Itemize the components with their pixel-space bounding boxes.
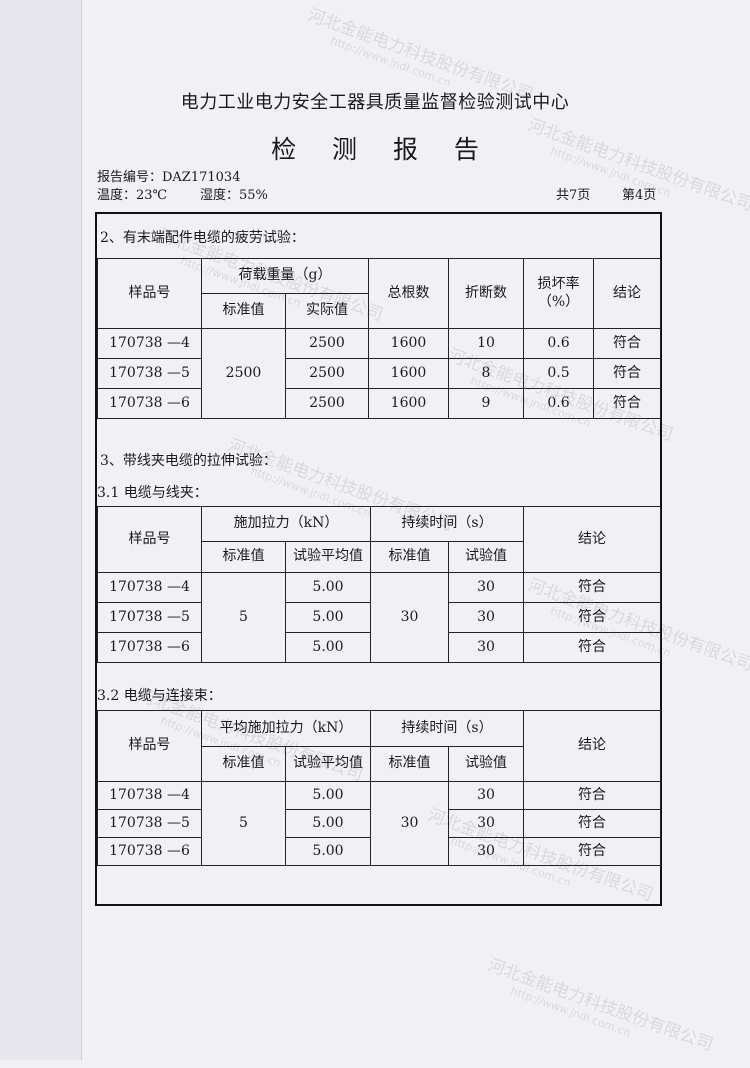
average-force: 5.00 [284,837,372,866]
sample-id: 170738 —4 [97,572,202,603]
conclusion: 符合 [593,358,661,389]
section-3-title: 3、带线夹电缆的拉伸试验： [100,453,277,469]
table-row: 170738 —5 2500 1600 8 0.5 符合 [97,358,661,389]
organization-name: 电力工业电力安全工器具质量监督检验测试中心 [180,92,570,113]
header-load: 荷载重量（g） [201,258,369,294]
average-force: 5.00 [284,572,372,603]
conclusion: 符合 [523,602,662,633]
header-conclusion: 结论 [523,506,662,573]
total-count: 1600 [368,358,449,389]
header-standard-duration: 标准值 [370,746,450,782]
force-standard: 5 [201,781,286,866]
test-duration: 30 [448,809,525,838]
broken-count: 10 [448,328,524,359]
sample-id: 170738 —5 [97,358,202,389]
header-conclusion: 结论 [523,710,662,782]
test-duration: 30 [448,572,525,603]
header-sample: 样品号 [97,258,202,329]
table-row: 170738 —4 2500 2500 1600 10 0.6 符合 [97,328,661,419]
test-duration: 30 [448,781,525,810]
average-force: 5.00 [284,809,372,838]
test-duration: 30 [448,602,525,633]
actual-value: 2500 [285,388,369,419]
header-average: 试验平均值 [284,746,372,782]
section-2-title: 2、有末端配件电缆的疲劳试验： [100,230,305,246]
header-damage-rate: 损坏率（%） [523,258,594,329]
total-count: 1600 [368,388,449,419]
sample-id: 170738 —6 [97,388,202,419]
sample-id: 170738 —5 [97,809,202,838]
header-standard: 标准值 [201,541,286,573]
report-title: 检 测 报 告 [271,135,493,164]
header-actual: 实际值 [285,293,369,329]
temperature: 温度：23℃ [97,188,168,203]
humidity: 湿度：55% [200,188,268,203]
header-sample: 样品号 [97,710,202,782]
force-standard: 5 [201,572,286,663]
header-duration: 持续时间（s） [370,506,525,542]
header-test-value: 试验值 [448,541,525,573]
section-3-1-title: 3.1 电缆与线夹： [97,485,208,501]
report-number: 报告编号：DAZ171034 [97,170,241,185]
average-force: 5.00 [284,781,372,810]
watermark: 河北金能电力科技股份有限公司 http://www.jndl.com.cn [485,955,716,1056]
conclusion: 符合 [523,572,662,603]
fatigue-test-table: 样品号 荷载重量（g） 总根数 折断数 损坏率（%） 结论 标准值 实际值 170738 —… [97,258,661,419]
clamp-tensile-table: 样品号 施加拉力（kN） 持续时间（s） 结论 标准值 试验平均值 标准值 试验值 1707… [97,506,662,663]
table-row: 170738 —6 2500 1600 9 0.6 符合 [97,388,661,419]
conclusion: 符合 [523,809,662,838]
table-row: 170738 —6 5.00 30 符合 [97,837,662,866]
connector-tensile-table: 样品号 平均施加拉力（kN） 持续时间（s） 结论 标准值 试验平均值 标准值 试验值 17… [97,710,662,866]
table-row: 170738 —5 5.00 30 符合 [97,809,662,838]
sample-id: 170738 —6 [97,632,202,663]
header-duration: 持续时间（s） [370,710,525,747]
average-force: 5.00 [284,602,372,633]
test-duration: 30 [448,632,525,663]
table-row: 170738 —4 5 5.00 30 30 符合 [97,572,662,663]
header-broken: 折断数 [448,258,524,329]
header-standard-duration: 标准值 [370,541,450,573]
header-average: 试验平均值 [284,541,372,573]
actual-value: 2500 [285,328,369,359]
watermark: 河北金能电力科技股份有限公司 http://www.jndl.com.cn [525,115,750,216]
header-force: 平均施加拉力（kN） [200,710,372,747]
damage-rate: 0.5 [523,358,594,389]
header-standard: 标准值 [201,746,286,782]
broken-count: 9 [448,388,524,419]
report-frame [95,212,662,906]
broken-count: 8 [448,358,524,389]
header-force: 施加拉力（kN） [200,506,372,542]
header-total: 总根数 [368,258,449,329]
header-conclusion: 结论 [593,258,661,329]
header-standard: 标准值 [201,293,286,329]
background-page-edge [0,0,82,1060]
test-duration: 30 [448,837,525,866]
header-sample: 样品号 [97,506,202,573]
sample-id: 170738 —4 [97,781,202,810]
table-row: 170738 —6 5.00 30 符合 [97,632,662,663]
total-pages: 共7页 [556,188,591,203]
conclusion: 符合 [593,388,661,419]
total-count: 1600 [368,328,449,359]
duration-standard: 30 [370,572,450,663]
section-3-2-title: 3.2 电缆与连接束： [97,688,222,704]
conclusion: 符合 [523,781,662,810]
table-row: 170738 —4 5 5.00 30 30 符合 [97,781,662,866]
average-force: 5.00 [284,632,372,663]
sample-id: 170738 —5 [97,602,202,633]
table-row: 170738 —5 5.00 30 符合 [97,602,662,633]
standard-value: 2500 [201,328,286,419]
actual-value: 2500 [285,358,369,389]
conclusion: 符合 [523,837,662,866]
damage-rate: 0.6 [523,328,594,359]
conclusion: 符合 [523,632,662,663]
duration-standard: 30 [370,781,450,866]
damage-rate: 0.6 [523,388,594,419]
conclusion: 符合 [593,328,661,359]
page-number: 第4页 [622,188,657,203]
sample-id: 170738 —6 [97,837,202,866]
header-test-value: 试验值 [448,746,525,782]
sample-id: 170738 —4 [97,328,202,359]
